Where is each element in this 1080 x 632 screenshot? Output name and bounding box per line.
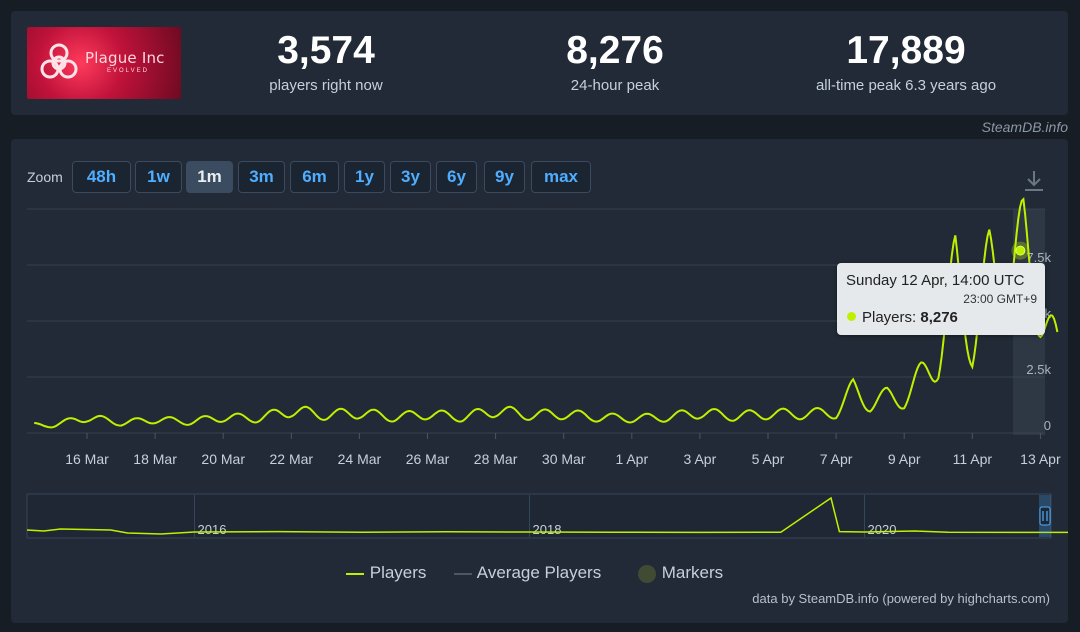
x-tick-label: 11 Apr (953, 451, 993, 467)
logo-subtitle: EVOLVED (107, 68, 149, 74)
stat-24h-peak: 8,276 24-hour peak (505, 27, 725, 97)
tooltip-row: Players: 8,276 (847, 309, 958, 326)
x-tick-label: 22 Mar (270, 451, 314, 467)
x-tick-label: 16 Mar (65, 451, 109, 467)
zoom-button-6m[interactable]: 6m (290, 161, 339, 193)
y-tick-label: 0 (1044, 418, 1051, 433)
current-players-value: 3,574 (277, 29, 375, 72)
zoom-button-1w[interactable]: 1w (135, 161, 182, 193)
navigator-ticks: 20162018202020222024 (194, 495, 897, 537)
legend-item-markers[interactable]: Markers (637, 563, 723, 584)
alltime-value: 17,889 (846, 29, 966, 72)
stat-current-players: 3,574 players right now (216, 27, 436, 97)
x-tick-label: 5 Apr (752, 451, 785, 467)
tooltip-local-time: 23:00 GMT+9 (963, 292, 1037, 306)
navigator-handle[interactable] (1039, 506, 1051, 526)
navigator-tick-label: 2020 (868, 522, 897, 537)
current-players-label: players right now (269, 77, 383, 94)
hover-point[interactable] (1015, 245, 1026, 256)
tooltip-value: 8,276 (920, 309, 958, 326)
zoom-button-1m[interactable]: 1m (186, 161, 233, 193)
stats-panel: Plague Inc EVOLVED 3,574 players right n… (11, 11, 1068, 115)
x-tick-label: 28 Mar (474, 451, 518, 467)
x-tick-label: 20 Mar (201, 451, 245, 467)
x-tick-label: 1 Apr (615, 451, 648, 467)
zoom-button-3m[interactable]: 3m (238, 161, 285, 193)
navigator-tick-label: 2018 (533, 522, 562, 537)
legend-item-average[interactable]: Average Players (453, 563, 601, 583)
x-tick-label: 18 Mar (133, 451, 177, 467)
legend-players-label: Players (369, 563, 427, 582)
zoom-button-max[interactable]: max (531, 161, 591, 193)
x-tick-label: 9 Apr (888, 451, 921, 467)
stat-alltime-peak: 17,889 all-time peak 6.3 years ago (796, 27, 1016, 97)
x-tick-label: 26 Mar (406, 451, 450, 467)
zoom-label: Zoom (27, 169, 63, 185)
navigator-series-line (26, 496, 1068, 535)
zoom-button-48h[interactable]: 48h (72, 161, 131, 193)
source-label: SteamDB.info (981, 119, 1068, 135)
game-logo[interactable]: Plague Inc EVOLVED (27, 27, 181, 99)
y-tick-label: 2.5k (1026, 362, 1051, 377)
download-icon[interactable] (1023, 169, 1045, 193)
legend-item-players[interactable]: Players (345, 563, 426, 583)
biohazard-icon (40, 43, 78, 79)
logo-title: Plague Inc (85, 49, 165, 67)
zoom-button-6y[interactable]: 6y (436, 161, 477, 193)
navigator-frame[interactable] (26, 493, 1052, 539)
alltime-label[interactable]: all-time peak 6.3 years ago (815, 77, 997, 94)
legend-average-symbol (454, 572, 472, 575)
tooltip-date: Sunday 12 Apr, 14:00 UTC (846, 272, 1025, 289)
x-tick-label: 7 Apr (820, 451, 853, 467)
navigator-tick-label: 2016 (198, 522, 227, 537)
legend-players-symbol (346, 572, 364, 575)
legend-markers-label: Markers (661, 563, 724, 582)
y-tick-label: 7.5k (1026, 250, 1051, 265)
zoom-button-9y[interactable]: 9y (484, 161, 525, 193)
navigator-handle-grip (1042, 511, 1048, 521)
zoom-button-3y[interactable]: 3y (390, 161, 431, 193)
chart-credit[interactable]: data by SteamDB.info (powered by highcha… (752, 591, 1050, 606)
zoom-button-1y[interactable]: 1y (344, 161, 385, 193)
legend-markers-symbol (638, 564, 656, 583)
tooltip-series-dot (847, 312, 856, 321)
legend-average-label: Average Players (476, 563, 602, 582)
x-tick-label: 24 Mar (338, 451, 382, 467)
x-tick-label: 3 Apr (684, 451, 717, 467)
players-series-line (34, 197, 1059, 429)
tooltip-series-label: Players: (862, 309, 917, 326)
peak24-label: 24-hour peak (570, 77, 660, 94)
x-tick-label: 13 Apr (1020, 451, 1061, 467)
x-axis-ticks: 16 Mar 18 Mar 20 Mar 22 Mar 24 Mar 26 Mar 28 M… (65, 433, 1061, 467)
tooltip: Sunday 12 Apr, 14:00 UTC 23:00 GMT+9 Pla… (837, 263, 1045, 335)
x-tick-label: 30 Mar (542, 451, 586, 467)
peak24-value: 8,276 (566, 29, 664, 72)
